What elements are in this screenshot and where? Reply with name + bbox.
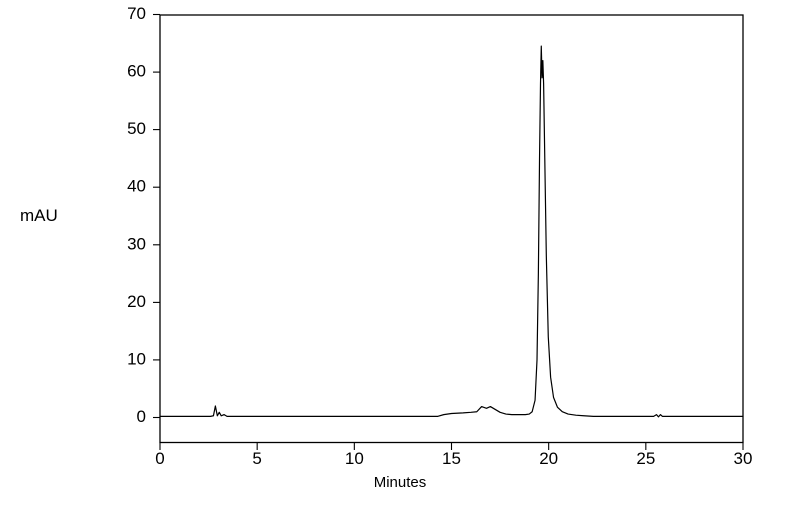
svg-text:20: 20 — [539, 449, 558, 468]
svg-text:25: 25 — [636, 449, 655, 468]
svg-text:50: 50 — [127, 119, 146, 138]
svg-text:10: 10 — [345, 449, 364, 468]
svg-text:20: 20 — [127, 292, 146, 311]
svg-text:60: 60 — [127, 62, 146, 81]
svg-text:70: 70 — [127, 4, 146, 23]
svg-text:0: 0 — [137, 407, 146, 426]
svg-text:15: 15 — [442, 449, 461, 468]
svg-text:30: 30 — [734, 449, 753, 468]
svg-text:40: 40 — [127, 177, 146, 196]
svg-text:10: 10 — [127, 349, 146, 368]
svg-text:30: 30 — [127, 234, 146, 253]
svg-text:0: 0 — [155, 449, 164, 468]
svg-text:5: 5 — [252, 449, 261, 468]
